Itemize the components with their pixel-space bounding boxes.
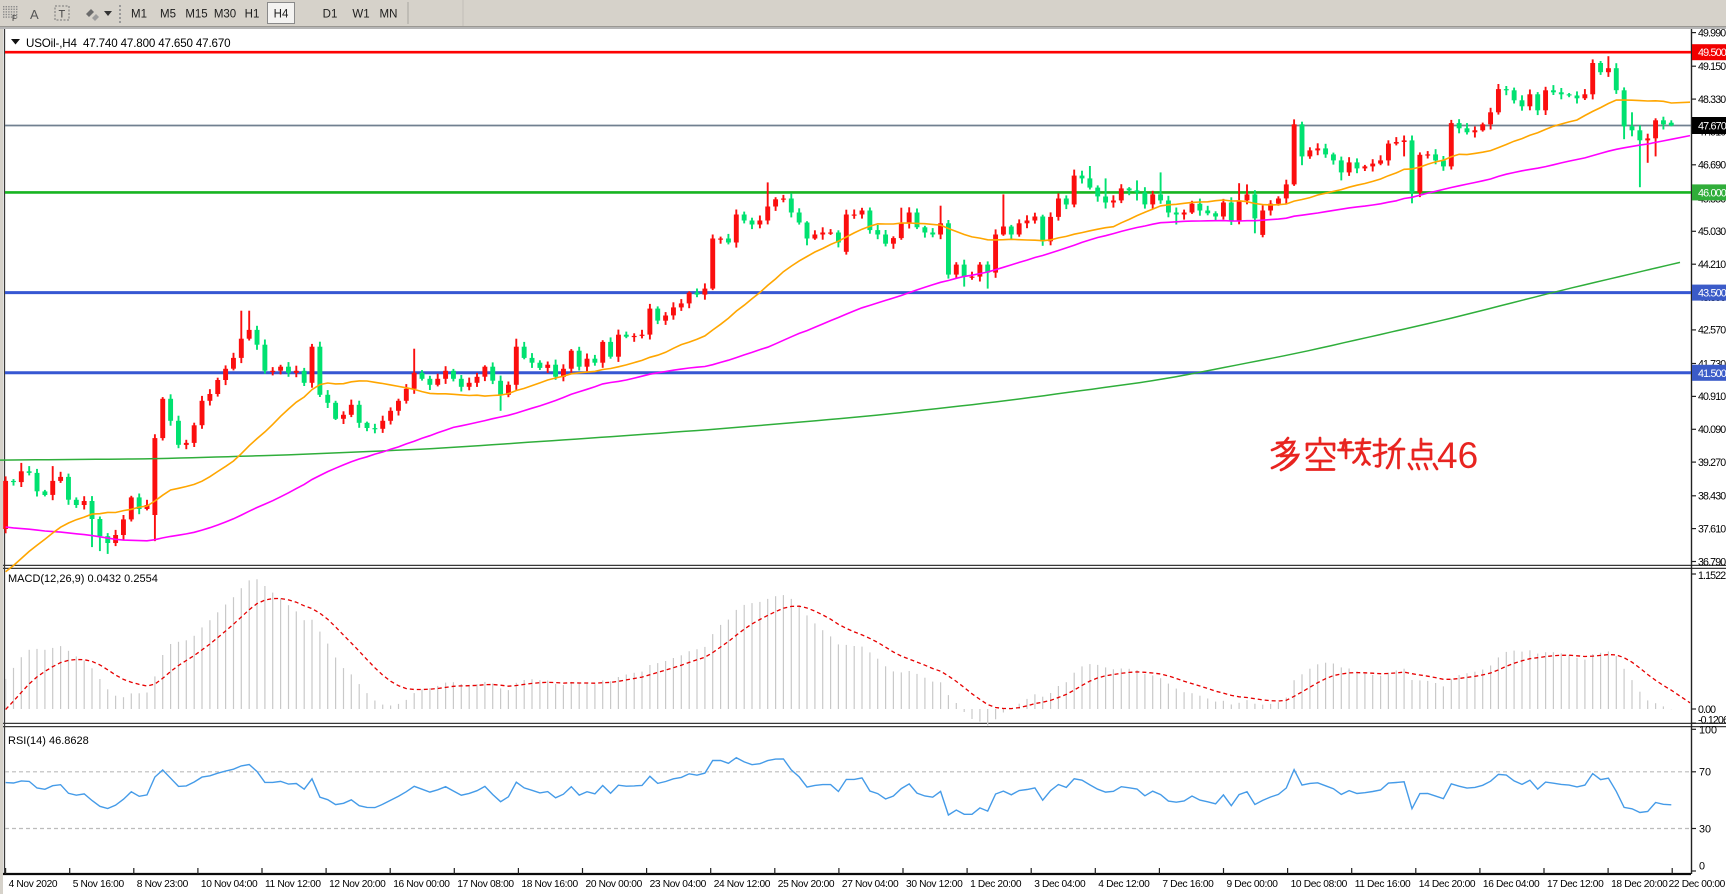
svg-text:23 Nov 04:00: 23 Nov 04:00 xyxy=(650,879,707,890)
svg-text:49.500: 49.500 xyxy=(1698,47,1726,59)
svg-text:M30: M30 xyxy=(214,9,236,21)
svg-text:48.330: 48.330 xyxy=(1698,94,1726,106)
svg-text:17 Dec 12:00: 17 Dec 12:00 xyxy=(1547,879,1604,890)
svg-text:70: 70 xyxy=(1699,767,1711,779)
svg-text:MN: MN xyxy=(380,9,398,21)
svg-text:100: 100 xyxy=(1699,725,1717,737)
svg-text:40.090: 40.090 xyxy=(1698,424,1726,436)
svg-text:8 Nov 23:00: 8 Nov 23:00 xyxy=(137,879,189,890)
svg-text:45.030: 45.030 xyxy=(1698,226,1726,238)
svg-text:USOil-,H4 47.740 47.800 47.65: USOil-,H4 47.740 47.800 47.650 47.670 xyxy=(26,37,230,50)
svg-text:11 Nov 12:00: 11 Nov 12:00 xyxy=(265,879,321,890)
svg-text:27 Nov 04:00: 27 Nov 04:00 xyxy=(842,879,899,890)
svg-text:-0.1206: -0.1206 xyxy=(1698,714,1726,726)
svg-text:M5: M5 xyxy=(160,9,176,21)
svg-text:H1: H1 xyxy=(245,9,260,21)
svg-text:24 Nov 12:00: 24 Nov 12:00 xyxy=(714,879,771,890)
svg-text:0.00: 0.00 xyxy=(1698,704,1716,716)
svg-text:30: 30 xyxy=(1699,823,1711,835)
svg-text:10 Dec 08:00: 10 Dec 08:00 xyxy=(1291,879,1348,890)
svg-text:A: A xyxy=(30,7,39,22)
svg-text:44.210: 44.210 xyxy=(1698,259,1726,271)
svg-text:T: T xyxy=(59,9,66,21)
svg-text:18 Dec 20:00: 18 Dec 20:00 xyxy=(1611,879,1668,890)
svg-text:46.690: 46.690 xyxy=(1698,160,1726,172)
svg-text:14 Dec 20:00: 14 Dec 20:00 xyxy=(1419,879,1476,890)
svg-text:9 Dec 00:00: 9 Dec 00:00 xyxy=(1227,879,1279,890)
svg-text:16 Nov 00:00: 16 Nov 00:00 xyxy=(393,879,450,890)
svg-text:47.670: 47.670 xyxy=(1698,121,1726,133)
svg-text:36.790: 36.790 xyxy=(1698,556,1726,568)
svg-text:10 Nov 04:00: 10 Nov 04:00 xyxy=(201,879,258,890)
svg-text:25 Nov 20:00: 25 Nov 20:00 xyxy=(778,879,835,890)
svg-text:22 Dec 00:00: 22 Dec 00:00 xyxy=(1669,879,1726,890)
svg-text:20 Nov 00:00: 20 Nov 00:00 xyxy=(586,879,643,890)
svg-text:M1: M1 xyxy=(131,9,147,21)
svg-text:0: 0 xyxy=(1699,860,1705,872)
svg-text:46: 46 xyxy=(1437,435,1478,476)
svg-text:16 Dec 04:00: 16 Dec 04:00 xyxy=(1483,879,1540,890)
svg-text:H4: H4 xyxy=(274,9,289,21)
svg-text:F: F xyxy=(12,14,17,23)
svg-text:3 Dec 04:00: 3 Dec 04:00 xyxy=(1034,879,1086,890)
svg-text:M15: M15 xyxy=(185,9,207,21)
svg-text:43.500: 43.500 xyxy=(1698,288,1726,300)
svg-text:W1: W1 xyxy=(352,9,369,21)
svg-text:49.990: 49.990 xyxy=(1698,27,1726,39)
svg-text:MACD(12,26,9) 0.0432 0.2554: MACD(12,26,9) 0.0432 0.2554 xyxy=(8,573,158,585)
svg-text:40.910: 40.910 xyxy=(1698,391,1726,403)
svg-text:46.000: 46.000 xyxy=(1698,187,1726,199)
svg-text:11 Dec 16:00: 11 Dec 16:00 xyxy=(1355,879,1411,890)
svg-text:1.1522: 1.1522 xyxy=(1698,570,1726,582)
svg-text:49.150: 49.150 xyxy=(1698,61,1726,73)
svg-text:12 Nov 20:00: 12 Nov 20:00 xyxy=(329,879,386,890)
svg-text:41.500: 41.500 xyxy=(1698,368,1726,380)
svg-text:39.270: 39.270 xyxy=(1698,457,1726,469)
svg-text:18 Nov 16:00: 18 Nov 16:00 xyxy=(521,879,578,890)
svg-text:38.430: 38.430 xyxy=(1698,491,1726,503)
svg-text:30 Nov 12:00: 30 Nov 12:00 xyxy=(906,879,963,890)
svg-text:5 Nov 16:00: 5 Nov 16:00 xyxy=(73,879,125,890)
svg-text:17 Nov 08:00: 17 Nov 08:00 xyxy=(457,879,514,890)
svg-text:4 Nov 2020: 4 Nov 2020 xyxy=(9,879,58,890)
svg-text:37.610: 37.610 xyxy=(1698,523,1726,535)
svg-text:RSI(14) 46.8628: RSI(14) 46.8628 xyxy=(8,735,89,747)
svg-text:42.570: 42.570 xyxy=(1698,325,1726,337)
svg-text:D1: D1 xyxy=(323,9,338,21)
svg-text:4 Dec 12:00: 4 Dec 12:00 xyxy=(1098,879,1150,890)
svg-text:7 Dec 16:00: 7 Dec 16:00 xyxy=(1162,879,1214,890)
svg-text:1 Dec 20:00: 1 Dec 20:00 xyxy=(970,879,1022,890)
